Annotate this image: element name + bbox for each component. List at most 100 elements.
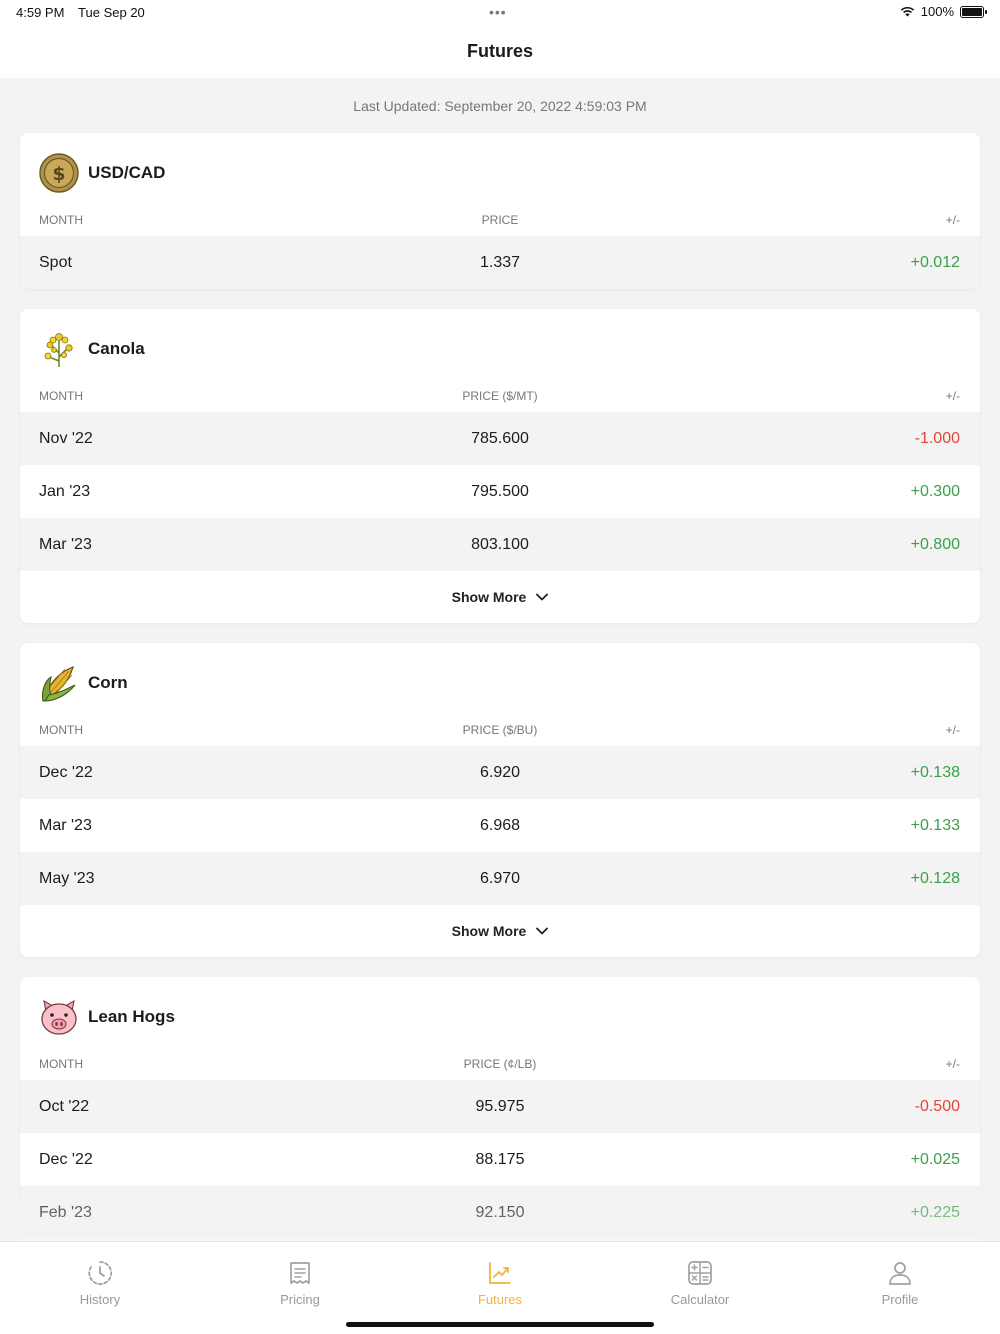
canola-flower-icon — [44, 333, 73, 367]
pig-icon — [41, 999, 77, 1035]
table-row: Feb '23 92.150 +0.225 — [20, 1186, 980, 1239]
show-more-button[interactable]: Show More — [20, 571, 980, 623]
table-row: Nov '22 785.600 -1.000 — [20, 412, 980, 465]
calculator-icon — [688, 1261, 712, 1285]
table-row: Mar '23 6.968 +0.133 — [20, 799, 980, 852]
card-title: Canola — [88, 339, 145, 358]
row-change: +0.128 — [910, 870, 960, 887]
row-price: 785.600 — [471, 430, 529, 447]
row-month: Spot — [39, 254, 72, 271]
home-indicator[interactable] — [346, 1322, 654, 1327]
last-updated-text: Last Updated: September 20, 2022 4:59:03… — [353, 98, 647, 114]
col-change: +/- — [945, 389, 960, 403]
chevron-down-icon — [536, 593, 549, 601]
row-price: 795.500 — [471, 483, 529, 500]
tab-pricing[interactable]: Pricing — [240, 1260, 360, 1307]
column-headers: MONTH PRICE +/- — [20, 211, 980, 236]
futures-card-canola: Canola MONTH PRICE ($/MT) +/- Nov '22 78… — [20, 309, 980, 623]
row-price: 803.100 — [471, 536, 529, 553]
row-change: +0.025 — [910, 1151, 960, 1168]
row-month: Mar '23 — [39, 817, 92, 834]
futures-card-usd-cad: $ USD/CAD MONTH PRICE +/- Spot 1.337 +0.… — [20, 133, 980, 289]
status-right: 100% — [900, 4, 987, 19]
tab-label: Pricing — [280, 1292, 320, 1307]
show-more-label: Show More — [451, 589, 527, 605]
nav-bar: Futures — [0, 24, 1000, 78]
row-price: 95.975 — [475, 1098, 525, 1115]
dollar-coin-icon: $ — [39, 153, 79, 193]
table-row: Mar '23 803.100 +0.800 — [20, 518, 980, 571]
tab-profile[interactable]: Profile — [840, 1260, 960, 1307]
table-row: Dec '22 88.175 +0.025 — [20, 1133, 980, 1186]
row-month: Oct '22 — [39, 1098, 90, 1115]
row-change: +0.012 — [910, 254, 960, 271]
col-month: MONTH — [39, 723, 83, 737]
row-price: 92.150 — [475, 1204, 525, 1221]
row-month: Nov '22 — [39, 430, 93, 447]
tab-label: Futures — [477, 1292, 523, 1307]
row-change: -0.500 — [914, 1098, 960, 1115]
person-icon — [889, 1262, 911, 1285]
column-headers: MONTH PRICE ($/MT) +/- — [20, 387, 980, 412]
card-title: Corn — [88, 673, 128, 692]
card-title: Lean Hogs — [88, 1007, 175, 1026]
status-left: 4:59 PM Tue Sep 20 — [16, 5, 145, 20]
tab-calculator[interactable]: Calculator — [640, 1260, 760, 1307]
trend-chart-icon — [489, 1262, 511, 1284]
column-headers: MONTH PRICE (¢/LB) +/- — [20, 1055, 980, 1080]
table-row: May '23 6.970 +0.128 — [20, 852, 980, 905]
tab-label: Calculator — [670, 1292, 730, 1307]
battery-percent: 100% — [920, 4, 954, 19]
tab-bar: History Pricing Futures Calculator Profi… — [0, 1241, 1000, 1334]
col-month: MONTH — [39, 213, 83, 227]
row-change: +0.300 — [910, 483, 960, 500]
tab-futures[interactable]: Futures — [440, 1260, 560, 1307]
row-month: Dec '22 — [39, 764, 93, 781]
row-price: 6.970 — [479, 870, 521, 887]
multitasking-dots-icon[interactable]: ••• — [489, 4, 507, 20]
futures-card-lean-hogs: Lean Hogs MONTH PRICE (¢/LB) +/- Oct '22… — [20, 977, 980, 1241]
col-change: +/- — [945, 1057, 960, 1071]
tab-history[interactable]: History — [40, 1260, 160, 1307]
svg-text:$: $ — [52, 163, 65, 185]
row-change: +0.133 — [910, 817, 960, 834]
status-date: Tue Sep 20 — [78, 5, 145, 20]
card-title: USD/CAD — [88, 163, 166, 182]
row-price: 6.968 — [479, 817, 521, 834]
col-change: +/- — [945, 723, 960, 737]
column-headers: MONTH PRICE ($/BU) +/- — [20, 721, 980, 746]
show-more-button[interactable]: Show More — [20, 905, 980, 957]
row-change: +0.800 — [910, 536, 960, 553]
row-price: 1.337 — [479, 254, 521, 271]
receipt-icon — [290, 1262, 310, 1284]
table-row: Spot 1.337 +0.012 — [20, 236, 980, 289]
wifi-icon — [900, 6, 914, 17]
table-row: Dec '22 6.920 +0.138 — [20, 746, 980, 799]
row-month: Dec '22 — [39, 1151, 93, 1168]
card-header: Canola — [20, 309, 980, 387]
col-price: PRICE ($/BU) — [462, 723, 538, 737]
col-price: PRICE — [481, 213, 519, 227]
card-header: Lean Hogs — [20, 977, 980, 1055]
table-row: Jan '23 795.500 +0.300 — [20, 465, 980, 518]
row-change: +0.225 — [910, 1204, 960, 1221]
row-change: -1.000 — [914, 430, 960, 447]
card-header: Corn — [20, 643, 980, 721]
page-title: Futures — [466, 41, 533, 61]
status-time: 4:59 PM — [16, 5, 65, 20]
row-month: Mar '23 — [39, 536, 92, 553]
row-change: +0.138 — [910, 764, 960, 781]
col-price: PRICE (¢/LB) — [463, 1057, 537, 1071]
row-month: Jan '23 — [39, 483, 91, 500]
col-change: +/- — [945, 213, 960, 227]
show-more-label: Show More — [451, 923, 527, 939]
col-price: PRICE ($/MT) — [462, 389, 538, 403]
futures-card-corn: Corn MONTH PRICE ($/BU) +/- Dec '22 6.92… — [20, 643, 980, 957]
battery-icon — [960, 5, 987, 18]
col-month: MONTH — [39, 1057, 83, 1071]
tab-label: History — [79, 1292, 121, 1307]
col-month: MONTH — [39, 389, 83, 403]
row-price: 6.920 — [479, 764, 521, 781]
card-header: $ USD/CAD — [20, 133, 980, 211]
clock-icon — [88, 1261, 113, 1285]
